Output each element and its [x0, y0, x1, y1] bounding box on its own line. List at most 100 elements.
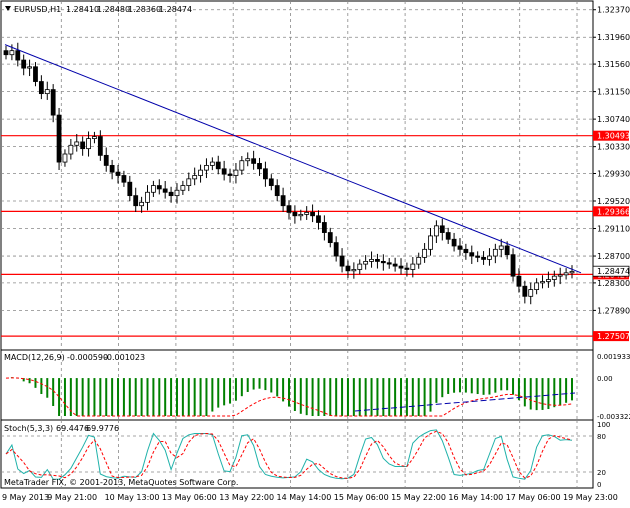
- price-tick-label: 1.31150: [597, 88, 630, 97]
- price-tick-label: 1.30330: [597, 143, 630, 152]
- candle-body: [251, 158, 257, 164]
- candle-body: [145, 191, 150, 203]
- time-tick-label: 9 May 2013: [2, 493, 49, 502]
- candle-body: [339, 255, 345, 267]
- candle-body: [439, 225, 445, 233]
- macd-tick-label: -0.003322: [597, 413, 630, 421]
- price-tick-label: 1.29110: [597, 225, 630, 234]
- candle-body: [363, 261, 369, 265]
- candle-body: [357, 263, 363, 270]
- candle-body: [516, 275, 522, 287]
- candle-body: [192, 175, 198, 180]
- candle-body: [321, 222, 327, 233]
- candle-body: [404, 267, 410, 270]
- candle-body: [475, 255, 481, 258]
- candle-body: [38, 81, 44, 95]
- candle-body: [56, 114, 62, 163]
- candle-body: [457, 245, 463, 250]
- price-panel[interactable]: [0, 0, 594, 351]
- candle-body: [121, 175, 127, 183]
- candle-body: [74, 141, 80, 146]
- candle-body: [227, 173, 233, 176]
- candle-body: [21, 59, 27, 69]
- time-tick-label: 17 May 06:00: [506, 493, 561, 502]
- candle-body: [97, 136, 103, 156]
- candle-body: [44, 89, 50, 95]
- candle-body: [204, 165, 209, 171]
- candle-body: [245, 158, 251, 162]
- candle-body: [292, 212, 298, 217]
- collapse-triangle-icon[interactable]: [5, 6, 11, 11]
- time-tick-label: 14 May 14:00: [277, 493, 332, 502]
- candle-body: [534, 282, 540, 290]
- candle-body: [433, 225, 439, 237]
- time-tick-label: 15 May 22:00: [391, 493, 446, 502]
- candle-body: [139, 201, 145, 207]
- macd-value-main: -0.000590: [67, 353, 108, 362]
- price-tick-label: 1.30740: [597, 115, 630, 124]
- candle-body: [451, 238, 457, 247]
- trendline[interactable]: [4, 44, 582, 274]
- time-tick-label: 10 May 13:00: [105, 493, 160, 502]
- candle-body: [351, 269, 357, 272]
- candle-body: [546, 279, 551, 282]
- price-tick-label: 1.29520: [597, 197, 630, 206]
- ohlc-high: 1.28480: [97, 5, 130, 14]
- price-tick-label: 1.28300: [597, 279, 630, 288]
- candle-body: [410, 263, 416, 270]
- candle-body: [280, 195, 286, 207]
- candle-body: [50, 89, 56, 116]
- candle-body: [498, 245, 504, 250]
- candle-body: [68, 144, 74, 155]
- candle-body: [27, 66, 32, 69]
- candle-body: [369, 258, 374, 262]
- candle-body: [263, 168, 268, 180]
- time-tick-label: 15 May 06:00: [334, 493, 389, 502]
- candle-body: [168, 191, 174, 197]
- macd-trendline[interactable]: [354, 392, 576, 412]
- candle-body: [198, 169, 203, 176]
- level-price-label: 1.27507: [597, 332, 630, 341]
- candle-body: [469, 252, 475, 257]
- copyright-text: MetaTrader FIX, © 2001-2013, MetaQuotes …: [4, 478, 238, 487]
- candle-body: [504, 245, 510, 256]
- candle-body: [422, 248, 428, 258]
- stoch-value-signal: 69.9776: [86, 424, 119, 433]
- candle-body: [133, 195, 139, 207]
- candle-body: [257, 163, 262, 170]
- candle-body: [233, 169, 239, 176]
- candle-body: [310, 212, 315, 217]
- candle-body: [375, 258, 380, 262]
- stoch-tick-label: 20: [597, 469, 606, 477]
- symbol-label: EURUSD,H1: [14, 5, 61, 14]
- candle-body: [62, 153, 68, 163]
- candle-body: [528, 289, 534, 297]
- candle-body: [86, 138, 91, 150]
- candle-body: [286, 205, 292, 213]
- candle-body: [563, 272, 569, 276]
- candle-body: [103, 154, 109, 166]
- candle-body: [428, 235, 433, 250]
- candle-body: [463, 248, 469, 254]
- macd-signal-line: [5, 377, 573, 417]
- candle-body: [9, 50, 15, 56]
- candle-body: [392, 263, 398, 267]
- candle-body: [209, 161, 215, 166]
- candle-body: [115, 171, 121, 176]
- candle-body: [569, 271, 575, 274]
- candle-body: [481, 256, 486, 260]
- current-price-label: 1.28474: [597, 267, 630, 276]
- candle-body: [221, 168, 227, 175]
- ohlc-open: 1.28410: [66, 5, 99, 14]
- candle-body: [333, 242, 339, 257]
- current-price-tag: [592, 265, 630, 277]
- price-tick-label: 1.27890: [597, 306, 630, 315]
- level-price-tag: [593, 331, 629, 342]
- macd-tick-label: 0.00: [597, 375, 613, 383]
- stoch-panel[interactable]: [0, 419, 594, 489]
- candle-body: [327, 232, 333, 244]
- ohlc-low: 1.28360: [128, 5, 161, 14]
- candle-body: [180, 185, 186, 191]
- candle-body: [127, 181, 133, 197]
